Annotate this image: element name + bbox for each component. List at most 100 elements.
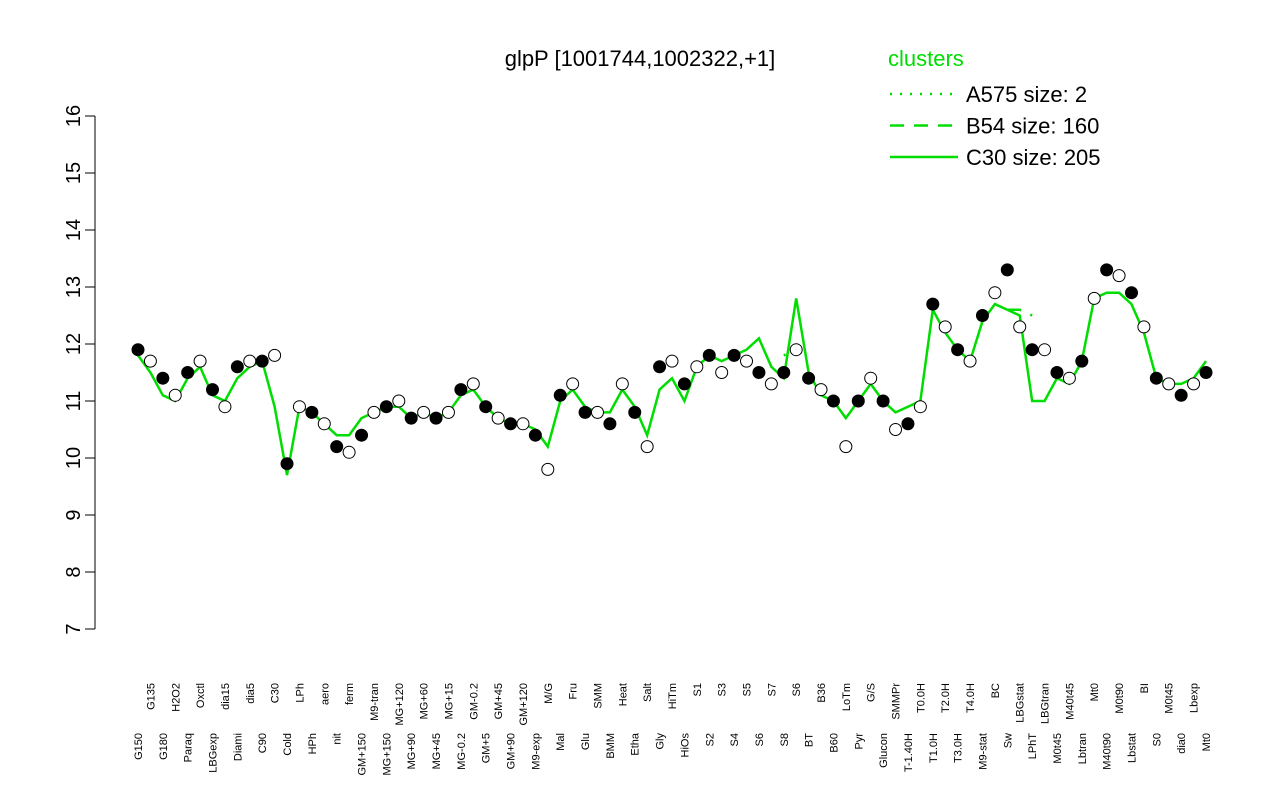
y-tick-label: 12 (63, 333, 85, 355)
data-point (1013, 320, 1027, 334)
data-point (1062, 371, 1076, 385)
x-tick-label: GM+45 (493, 683, 505, 719)
x-tick-label: M40t45 (1064, 683, 1076, 720)
data-point (740, 354, 754, 368)
x-tick-label: M/G (543, 683, 555, 704)
x-tick-label: Paraq (183, 733, 195, 762)
x-tick-label: Mt0 (1089, 683, 1101, 701)
x-tick-label: Cold (282, 733, 294, 756)
data-point (677, 377, 691, 391)
y-tick-label: 11 (63, 391, 85, 412)
x-tick-label: HPh (307, 733, 319, 754)
x-tick-label: M9-tran (369, 683, 381, 721)
data-point (243, 354, 257, 368)
x-tick-label: BC (990, 683, 1002, 698)
x-tick-label: M0t45 (1164, 683, 1176, 714)
y-tick-label: 7 (63, 623, 85, 634)
x-tick-label: M40t90 (1102, 733, 1114, 770)
legend-label: B54 size: 160 (966, 114, 1099, 139)
x-tick-label: M0t45 (1052, 733, 1064, 764)
x-tick-label: aero (319, 683, 331, 705)
x-tick-label: Lbstat (1126, 733, 1138, 763)
data-point (1025, 343, 1039, 357)
data-point (1149, 371, 1163, 385)
data-point (1199, 366, 1213, 379)
x-tick-label: B36 (816, 683, 828, 703)
data-point (417, 405, 431, 419)
data-point (466, 377, 480, 391)
data-point (441, 405, 455, 419)
data-point (479, 400, 493, 414)
x-tick-label: Lbexp (1189, 683, 1201, 713)
x-tick-label: LPhT (1027, 733, 1039, 760)
data-point (901, 417, 915, 431)
x-tick-label: H2O2 (170, 683, 182, 712)
data-point (1038, 343, 1052, 357)
data-point (578, 405, 592, 419)
x-tick-label: S8 (779, 733, 791, 746)
legend-label: C30 size: 205 (966, 145, 1101, 170)
data-point (454, 383, 468, 397)
data-point (975, 309, 989, 322)
x-tick-label: Mal (555, 733, 567, 751)
x-tick-label: MG-0.2 (456, 733, 468, 770)
data-point (1174, 388, 1188, 402)
x-tick-label: Etha (630, 732, 642, 756)
data-point (143, 354, 157, 368)
data-point (206, 383, 220, 397)
x-tick-label: S3 (717, 683, 729, 696)
x-tick-label: HiTm (667, 683, 679, 709)
data-point (702, 348, 716, 362)
x-tick-label: S4 (729, 733, 741, 746)
x-tick-label: GM+120 (518, 683, 530, 726)
data-point (727, 348, 741, 362)
data-point (777, 366, 791, 379)
data-point (292, 400, 306, 414)
y-tick-label: 8 (63, 566, 85, 577)
y-tick-label: 9 (63, 509, 85, 520)
data-point (193, 354, 207, 368)
data-point (715, 366, 729, 379)
x-tick-label: HiOs (679, 733, 691, 758)
x-tick-label: G/S (866, 683, 878, 702)
x-tick-label: dia0 (1176, 733, 1188, 754)
data-point (553, 388, 567, 402)
data-point (640, 440, 654, 454)
x-tick-label: nit (332, 733, 344, 745)
data-point (1100, 263, 1114, 277)
data-point (305, 405, 319, 419)
data-point (926, 297, 940, 311)
legend-title: clusters (888, 46, 964, 71)
data-point (355, 428, 369, 442)
x-tick-label: Glu (580, 733, 592, 750)
x-tick-label: T3.0H (953, 733, 965, 763)
x-tick-label: MG+45 (431, 733, 443, 769)
data-point (1000, 263, 1014, 277)
data-point (963, 354, 977, 368)
x-tick-label: MG+60 (419, 683, 431, 719)
data-point (330, 440, 344, 454)
x-tick-label: LBGtran (1040, 683, 1052, 724)
x-tick-label: SMMPr (891, 683, 903, 720)
data-point (802, 371, 816, 385)
x-tick-label: MG+90 (406, 733, 418, 769)
x-tick-label: LoTm (841, 683, 853, 711)
data-point (615, 377, 629, 391)
data-point (826, 394, 840, 408)
data-point (590, 405, 604, 419)
data-point (839, 440, 853, 454)
x-tick-label: Oxctl (195, 683, 207, 708)
x-tick-label: Gly (655, 733, 667, 750)
data-point (876, 394, 890, 408)
x-tick-label: S7 (766, 683, 778, 696)
x-tick-label: G180 (158, 733, 170, 760)
data-point (665, 354, 679, 368)
x-tick-label: G150 (133, 733, 145, 760)
data-point (1050, 366, 1064, 379)
data-point (653, 360, 667, 374)
x-tick-label: MG+120 (394, 683, 406, 726)
legend-label: A575 size: 2 (966, 82, 1087, 107)
data-point (1087, 291, 1101, 305)
data-point (230, 360, 244, 374)
